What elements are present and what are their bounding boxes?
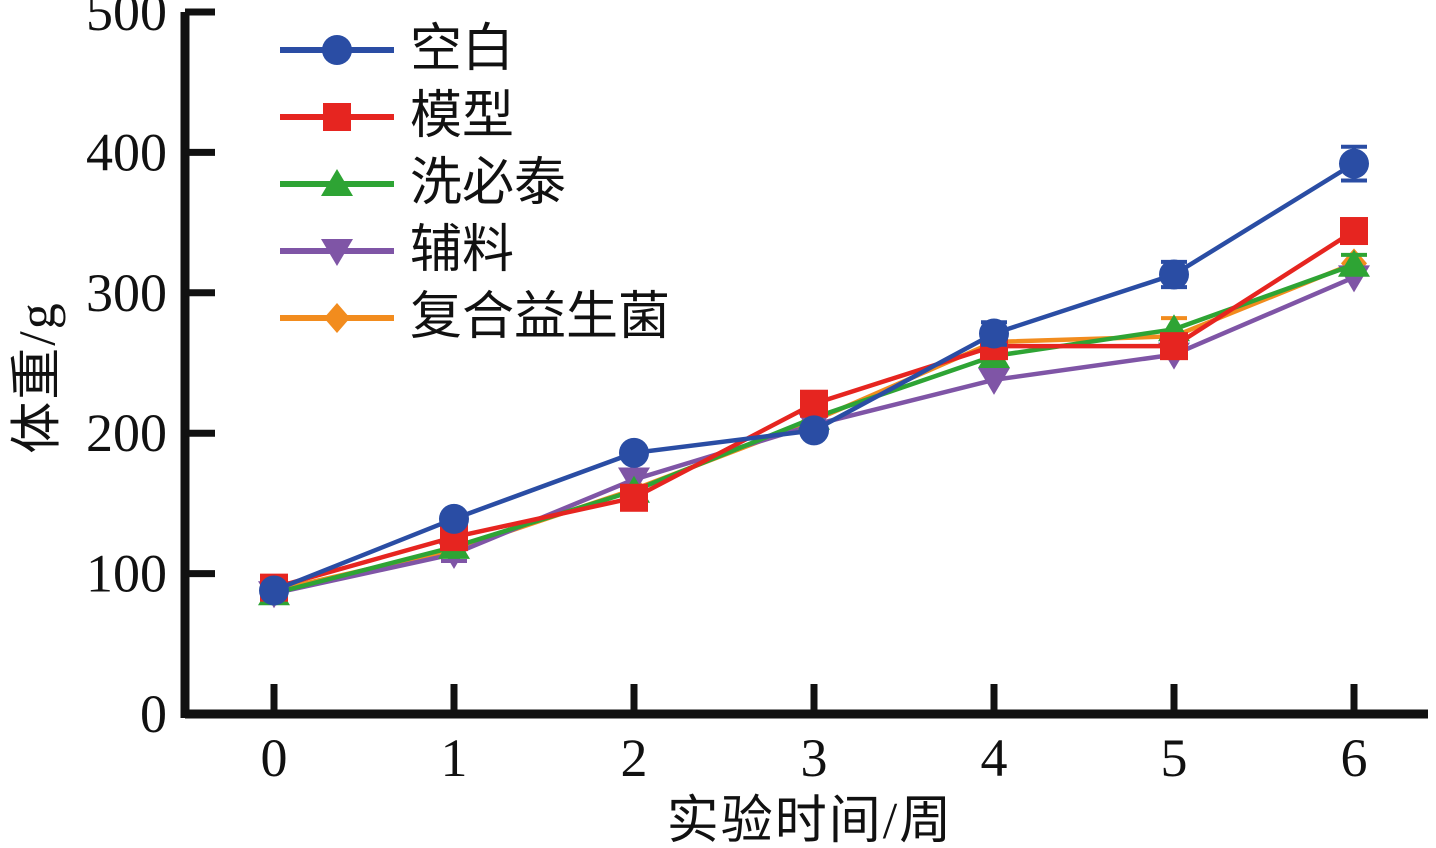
legend-label: 模型 — [410, 87, 515, 145]
legend-item-excipient: 辅料 — [278, 217, 670, 284]
legend: 空白 模型 洗必泰 辅料 复合益生菌 — [278, 16, 670, 351]
x-axis-title: 实验时间/周 — [666, 793, 954, 848]
legend-item-probiotics: 复合益生菌 — [278, 284, 670, 351]
axes: 0 100 200 300 400 500 0 1 2 3 4 5 6 — [86, 0, 1428, 788]
legend-label: 洗必泰 — [410, 154, 567, 212]
x-tick-label: 4 — [981, 728, 1008, 788]
x-tick-label: 0 — [261, 728, 288, 788]
y-tick-label: 100 — [86, 544, 167, 604]
triangle-up-marker-icon — [280, 168, 394, 196]
legend-label: 复合益生菌 — [410, 288, 671, 346]
y-tick-label: 500 — [86, 0, 167, 42]
x-tick-label: 6 — [1341, 728, 1368, 788]
legend-item-chlorhexidine: 洗必泰 — [278, 150, 670, 217]
y-tick-label: 400 — [86, 122, 167, 182]
legend-label: 空白 — [410, 20, 515, 78]
square-marker-icon — [280, 102, 394, 131]
legend-item-blank: 空白 — [278, 16, 670, 83]
x-tick-label: 5 — [1161, 728, 1188, 788]
legend-item-model: 模型 — [278, 83, 670, 150]
y-tick-label: 300 — [86, 263, 167, 323]
legend-label: 辅料 — [410, 221, 515, 279]
triangle-down-marker-icon — [280, 238, 394, 266]
circle-marker-icon — [280, 34, 394, 65]
y-tick-label: 0 — [140, 684, 167, 744]
diamond-marker-icon — [280, 302, 394, 333]
x-tick-label: 1 — [441, 728, 468, 788]
y-axis-title: 体重/g — [9, 301, 67, 454]
x-tick-label: 2 — [621, 728, 648, 788]
x-tick-label: 3 — [801, 728, 828, 788]
y-tick-label: 200 — [86, 403, 167, 463]
series-circle — [259, 144, 1369, 606]
